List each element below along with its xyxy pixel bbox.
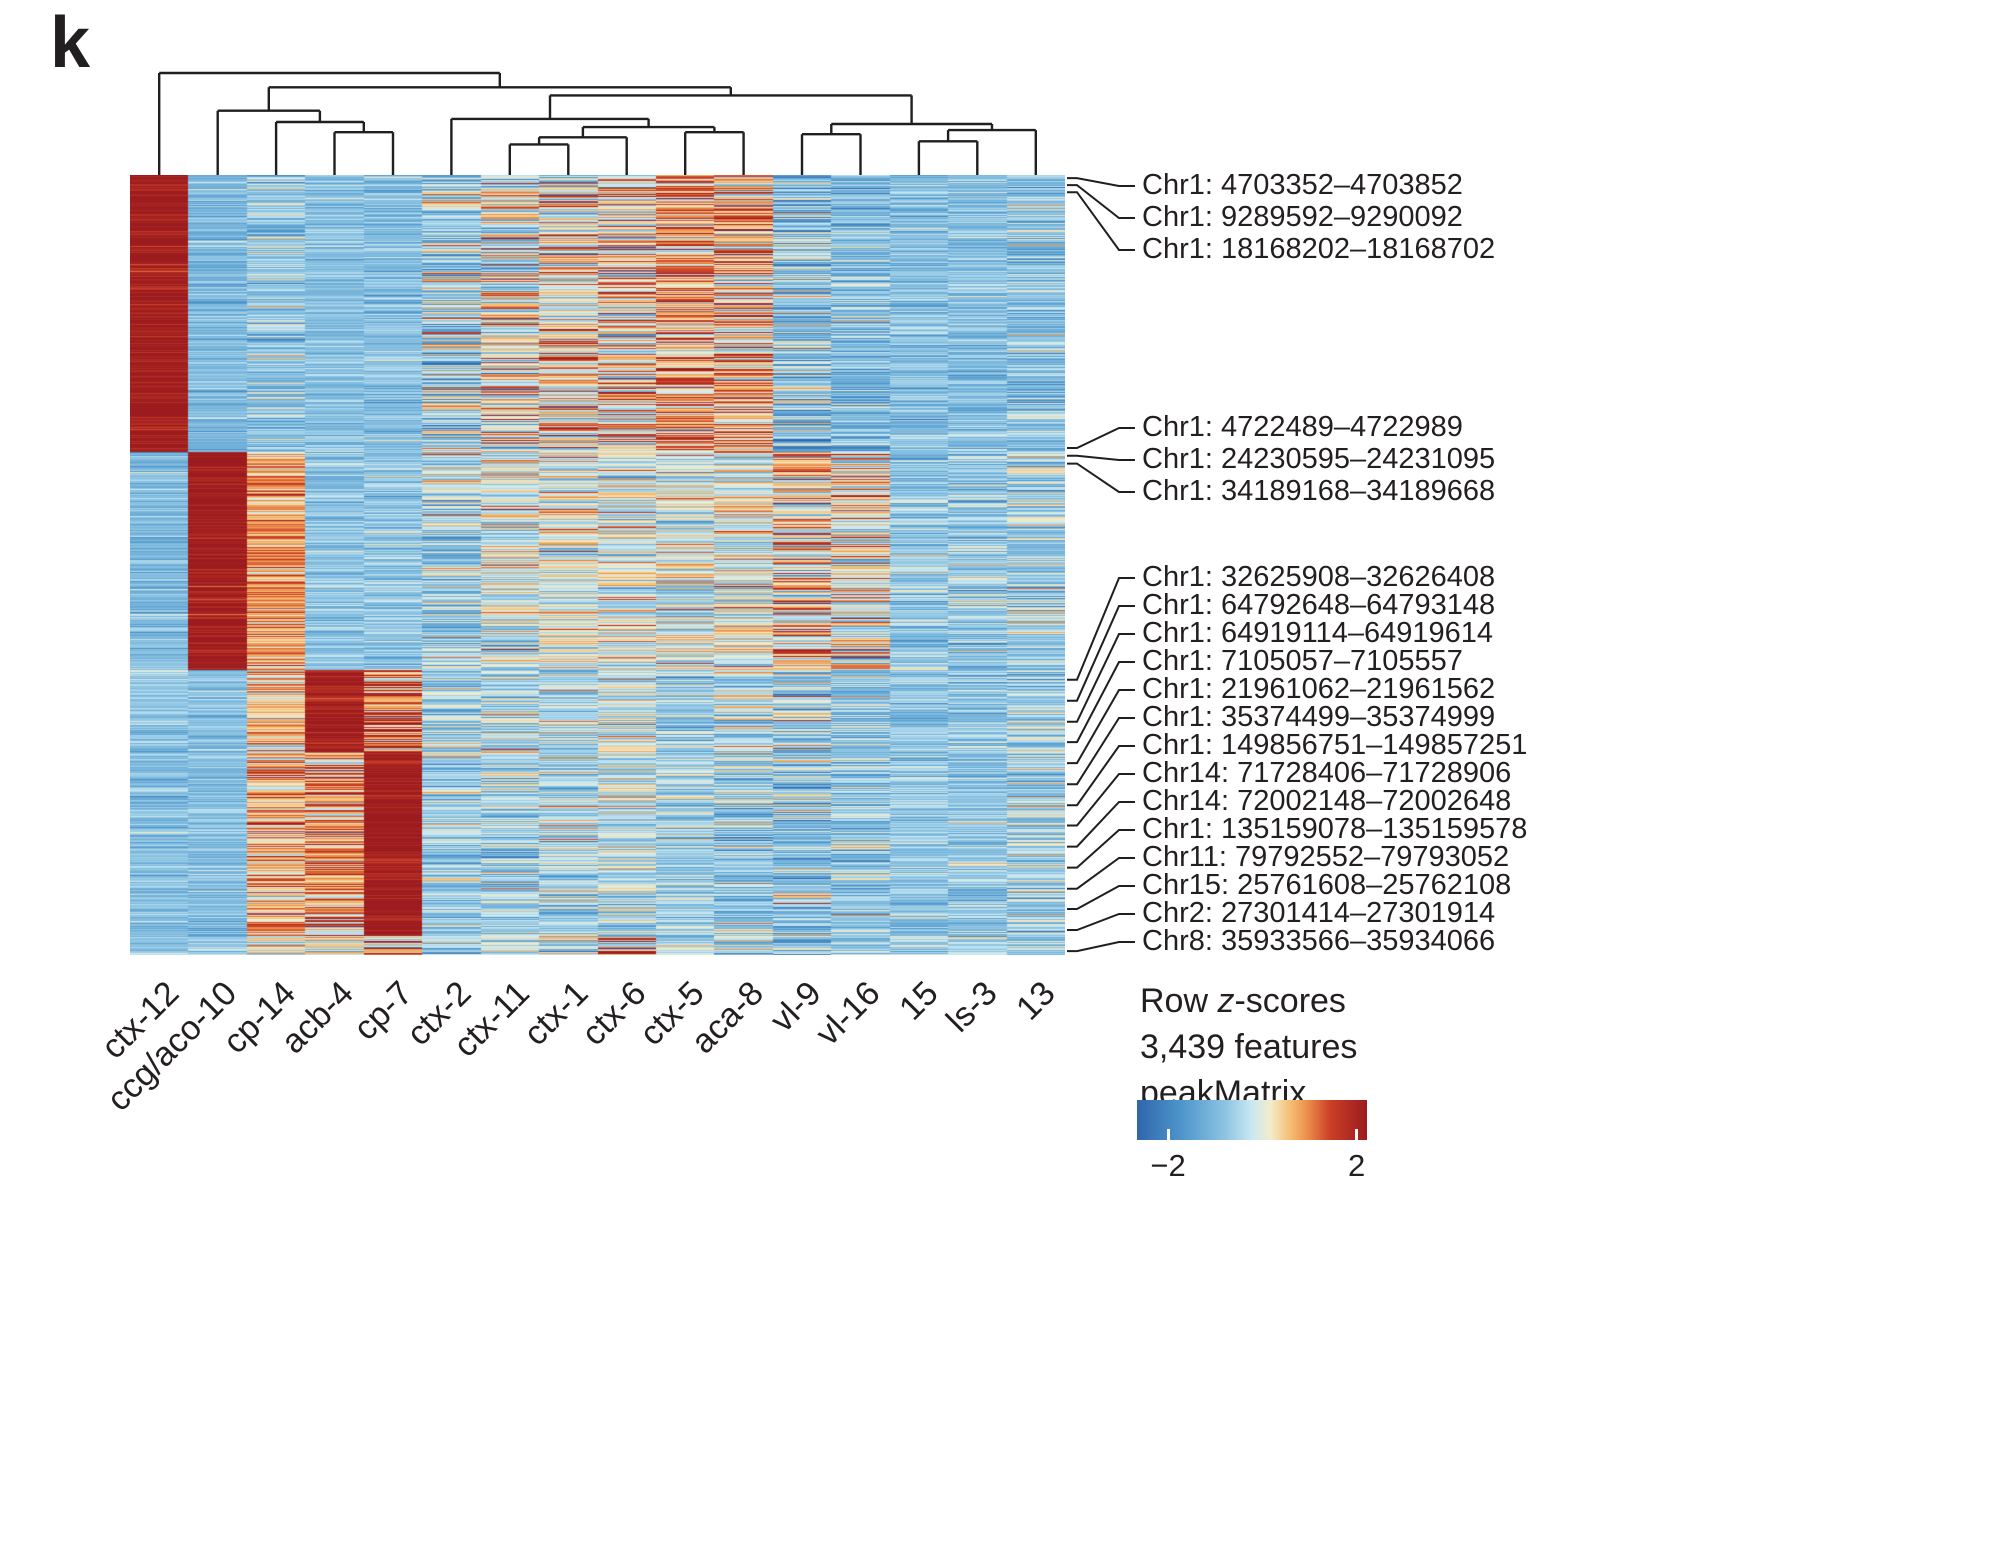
row-annotation-label: Chr1: 4722489–4722989 <box>1142 411 1463 443</box>
colorbar-max-label: 2 <box>1348 1148 1366 1183</box>
row-annotation-label: Chr1: 4703352–4703852 <box>1142 169 1463 201</box>
row-annotation-label: Chr1: 64792648–64793148 <box>1142 589 1496 621</box>
row-annotation-label: Chr1: 135159078–135159578 <box>1142 813 1528 845</box>
annotation-connectors <box>1067 177 1135 953</box>
column-label-ctx-6: ctx-6 <box>574 974 654 1053</box>
annotation-connector-lines <box>1067 177 1135 953</box>
legend-feature-count: 3,439 features <box>1140 1028 1358 1066</box>
row-annotation-label: Chr11: 79792552–79793052 <box>1142 841 1510 873</box>
colorbar-tick-max <box>1355 1129 1359 1140</box>
row-annotation-label: Chr14: 71728406–71728906 <box>1142 757 1512 789</box>
row-annotation-label: Chr1: 24230595–24231095 <box>1142 443 1496 475</box>
column-label-vl-16: vl-16 <box>808 974 888 1053</box>
colorbar: −2 2 <box>1137 1100 1367 1183</box>
row-annotation-label: Chr1: 18168202–18168702 <box>1142 233 1496 265</box>
colorbar-min-label: −2 <box>1150 1148 1186 1183</box>
row-annotation-label: Chr1: 32625908–32626408 <box>1142 561 1496 593</box>
panel-label: k <box>50 3 91 83</box>
colorbar-tick-min <box>1166 1129 1170 1140</box>
row-annotation-label: Chr1: 21961062–21961562 <box>1142 673 1496 705</box>
column-label-ls-3: ls-3 <box>938 974 1005 1040</box>
row-annotation-label: Chr2: 27301414–27301914 <box>1142 897 1496 929</box>
legend-title: Row z-scores <box>1140 982 1346 1020</box>
column-dendrogram <box>158 71 1037 175</box>
row-annotation-label: Chr1: 9289592–9290092 <box>1142 201 1463 233</box>
row-annotation-label: Chr8: 35933566–35934066 <box>1142 925 1496 957</box>
column-label-15: 15 <box>892 974 946 1028</box>
heatmap-canvas <box>130 175 1065 955</box>
column-label-ctx-1: ctx-1 <box>516 974 596 1053</box>
row-annotation-label: Chr1: 7105057–7105557 <box>1142 645 1463 677</box>
row-annotation-label: Chr1: 149856751–149857251 <box>1142 729 1528 761</box>
column-label-13: 13 <box>1009 974 1063 1028</box>
row-annotation-label: Chr1: 34189168–34189668 <box>1142 475 1496 507</box>
row-annotation-label: Chr1: 35374499–35374999 <box>1142 701 1496 733</box>
legend: Row z-scores 3,439 features peakMatrix <box>1140 978 1357 1116</box>
dendrogram-lines <box>158 71 1037 175</box>
row-annotation-label: Chr1: 64919114–64919614 <box>1142 617 1494 649</box>
row-annotation-label: Chr15: 25761608–25762108 <box>1142 869 1512 901</box>
row-annotation-label: Chr14: 72002148–72002648 <box>1142 785 1512 817</box>
colorbar-gradient <box>1137 1100 1367 1140</box>
column-label-cp-7: cp-7 <box>346 974 420 1048</box>
